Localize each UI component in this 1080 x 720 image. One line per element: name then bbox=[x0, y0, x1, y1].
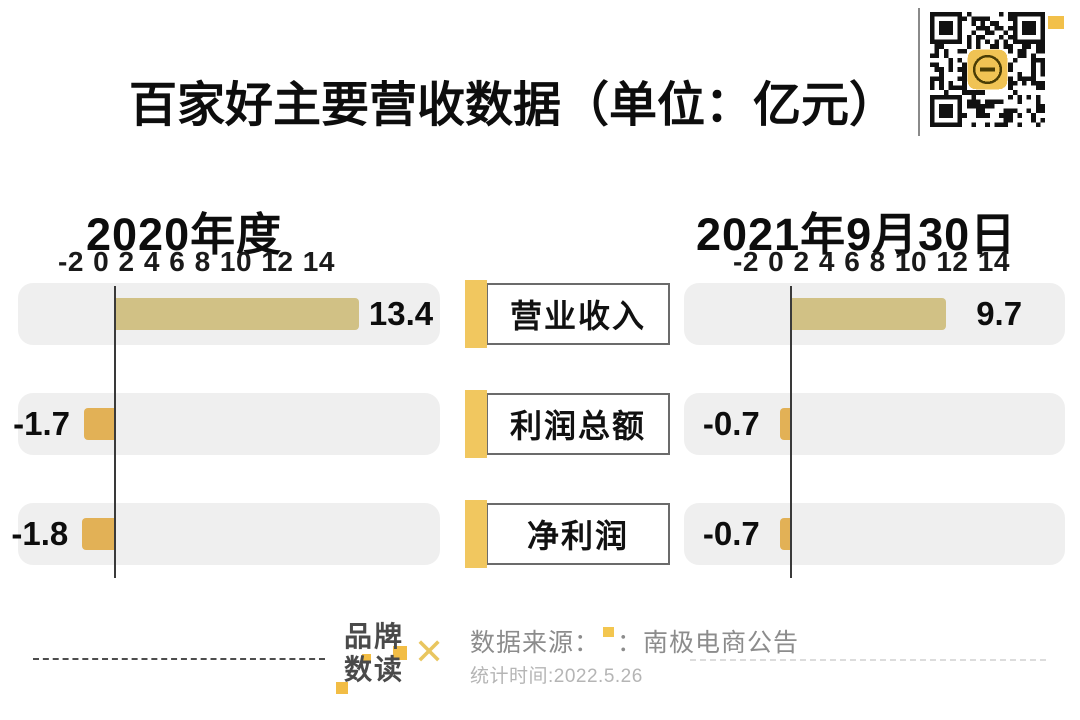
category-label-total-profit: 利润总额 bbox=[486, 393, 670, 455]
bar-value-label: 13.4 bbox=[368, 295, 434, 332]
source-prefix: 数据来源： bbox=[470, 629, 601, 657]
zero-axis-line bbox=[790, 286, 792, 578]
footer-dashed-line-right bbox=[690, 659, 1046, 661]
bar-net-profit bbox=[779, 518, 791, 550]
qr-separator-line bbox=[918, 8, 920, 136]
bar-revenue bbox=[791, 298, 947, 330]
category-accent-strip bbox=[465, 280, 487, 348]
bar-total-profit bbox=[779, 408, 791, 440]
bar-value-label: -0.7 bbox=[702, 405, 760, 442]
qr-code bbox=[930, 12, 1045, 127]
bar-net-profit bbox=[82, 518, 115, 550]
zero-axis-line bbox=[114, 286, 116, 578]
corner-accent-square bbox=[1048, 16, 1064, 29]
x-axis-ticks: -2 0 2 4 6 8 10 12 14 bbox=[58, 246, 335, 277]
category-accent-strip bbox=[465, 390, 487, 458]
category-label-row: 净利润 bbox=[465, 500, 671, 568]
footer-dashed-line-left bbox=[33, 658, 325, 660]
x-axis-ticks: -2 0 2 4 6 8 10 12 14 bbox=[733, 246, 1010, 277]
bar-value-label: -1.7 bbox=[13, 405, 71, 442]
source-name: 南极电商公告 bbox=[643, 629, 800, 657]
panel-header-2021: 2021年9月30日 bbox=[696, 209, 1017, 261]
panel-header-2020: 2020年度 bbox=[86, 209, 283, 261]
logo-accent-square bbox=[362, 654, 371, 663]
logo-accent-square bbox=[393, 646, 407, 660]
bar-track: -1.8 bbox=[11, 503, 440, 565]
data-source-line: 数据来源： ： 南极电商公告 bbox=[470, 623, 799, 659]
brand-logo: 品牌 数读 bbox=[336, 620, 424, 694]
bar-track: 13.4 bbox=[18, 283, 440, 345]
x-mark-icon: ✕ bbox=[414, 632, 445, 673]
source-accent-square-icon bbox=[603, 627, 615, 637]
category-accent-strip bbox=[465, 500, 487, 568]
logo-text-line1: 品牌 bbox=[344, 621, 405, 652]
stat-time-line: 统计时间:2022.5.26 bbox=[470, 666, 643, 687]
bar-revenue bbox=[115, 298, 359, 330]
bar-track: 9.7 bbox=[684, 283, 1065, 345]
logo-text-line2: 数读 bbox=[344, 654, 405, 685]
bar-track: -1.7 bbox=[13, 393, 440, 455]
logo-accent-square bbox=[336, 682, 348, 694]
bar-value-label: 9.7 bbox=[976, 295, 1023, 332]
chart-panel-2021: 2021年9月30日 -2 0 2 4 6 8 10 12 14 9.7 -0.… bbox=[684, 0, 1065, 720]
category-label-net-profit: 净利润 bbox=[486, 503, 670, 565]
page-title: 百家好主要营收数据（单位：亿元） bbox=[129, 79, 898, 133]
bar-total-profit bbox=[84, 408, 115, 440]
bar-value-label: -1.8 bbox=[11, 515, 69, 552]
category-label-revenue: 营业收入 bbox=[486, 283, 670, 345]
source-colon: ： bbox=[617, 629, 644, 657]
category-label-row: 利润总额 bbox=[465, 390, 671, 458]
category-label-row: 营业收入 bbox=[465, 280, 671, 348]
bar-track: -0.7 bbox=[684, 503, 1065, 565]
chart-panel-2020: 2020年度 -2 0 2 4 6 8 10 12 14 13.4 -1.7 -… bbox=[11, 0, 440, 720]
bar-value-label: -0.7 bbox=[702, 515, 760, 552]
bar-track: -0.7 bbox=[684, 393, 1065, 455]
